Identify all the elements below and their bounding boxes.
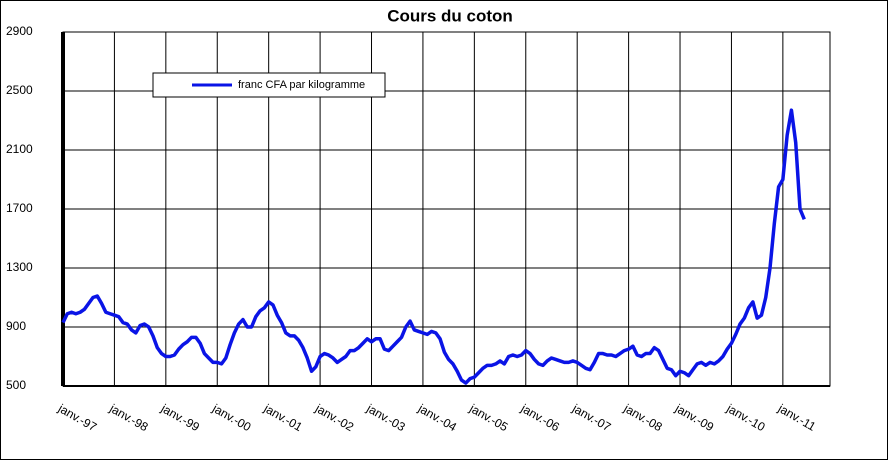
y-tick-label: 1700 [6,201,33,215]
legend-box [152,72,386,98]
y-tick-label: 900 [6,319,26,333]
y-tick-label: 500 [6,378,26,392]
y-tick-label: 2100 [6,142,33,156]
y-tick-label: 1300 [6,260,33,274]
y-tick-label: 2500 [6,83,33,97]
legend-label: franc CFA par kilogramme [238,79,365,91]
chart-title: Cours du coton [387,6,513,25]
data-line [61,108,806,385]
y-tick-label: 2900 [6,24,33,38]
